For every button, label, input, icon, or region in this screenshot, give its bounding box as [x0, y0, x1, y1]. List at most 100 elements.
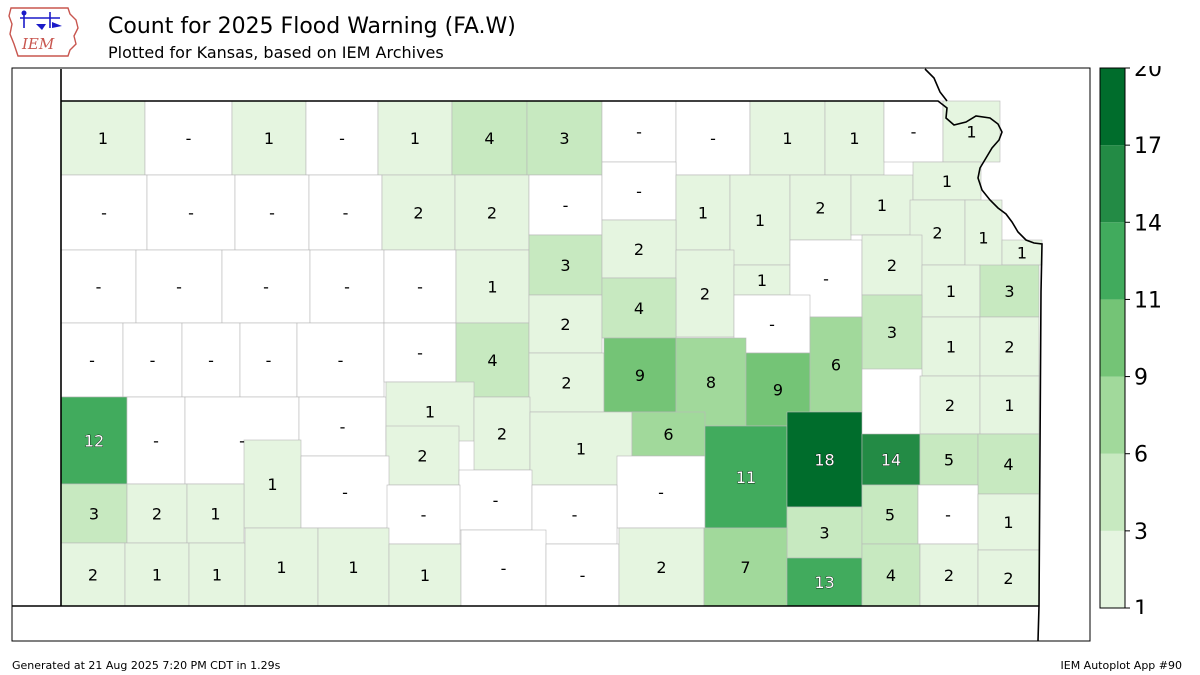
county-cell	[603, 337, 677, 413]
county-cell	[60, 322, 124, 398]
county-count-label: 2	[413, 204, 423, 223]
colorbar-bin	[1100, 376, 1125, 454]
colorbar-tick-label: 14	[1134, 211, 1162, 236]
colorbar-tick-label: 20	[1134, 66, 1162, 82]
colorbar-bin	[1100, 453, 1125, 531]
county-count-label: 9	[635, 366, 645, 385]
county-cell	[146, 174, 236, 251]
county-count-label: 1	[849, 129, 859, 148]
colorbar-bins	[1100, 68, 1125, 608]
logo-text: IEM	[21, 35, 55, 53]
county-count-label: -	[150, 351, 156, 370]
county-count-label: -	[769, 315, 775, 334]
county-count-label: 1	[698, 204, 708, 223]
colorbar-tick-label: 1	[1134, 597, 1148, 614]
county-cell	[60, 396, 128, 485]
county-count-label: -	[89, 351, 95, 370]
county-cell	[921, 316, 981, 377]
county-cell	[912, 161, 982, 201]
county-cell	[964, 199, 1003, 276]
county-count-label: -	[580, 566, 586, 585]
county-count-label: 1	[966, 123, 976, 142]
county-count-label: 1	[755, 211, 765, 230]
county-cell	[979, 264, 1040, 318]
missouri-river	[924, 68, 948, 102]
county-cell	[296, 322, 385, 398]
iem-logo: IEM	[8, 7, 79, 57]
county-count-label: 3	[1004, 282, 1014, 301]
county-cell	[733, 264, 791, 296]
county-cell	[979, 316, 1040, 377]
county-count-label: 1	[1004, 396, 1014, 415]
county-count-label: 5	[885, 506, 895, 525]
county-cell	[244, 527, 319, 607]
county-cell	[850, 174, 914, 236]
county-cell	[60, 483, 128, 544]
county-count-label: 1	[420, 566, 430, 585]
county-count-label: -	[266, 351, 272, 370]
county-cell	[239, 322, 298, 398]
county-count-label: -	[188, 204, 194, 223]
county-cell	[126, 483, 188, 544]
county-count-label: 12	[84, 432, 104, 451]
county-count-label: 1	[98, 129, 108, 148]
county-count-label: 1	[210, 505, 220, 524]
county-cell	[824, 100, 885, 176]
county-count-label: -	[101, 204, 107, 223]
county-count-label: 1	[152, 566, 162, 585]
county-cell	[703, 527, 788, 607]
county-count-label: 2	[944, 566, 954, 585]
county-cell	[455, 249, 530, 324]
county-count-label: -	[269, 204, 275, 223]
county-count-label: 1	[267, 475, 277, 494]
county-cell	[601, 277, 677, 339]
county-cell	[921, 264, 981, 318]
county-count-label: -	[153, 432, 159, 451]
county-cell	[243, 439, 302, 529]
county-count-label: 1	[942, 172, 952, 191]
county-count-label: 1	[1003, 513, 1013, 532]
county-count-label: 1	[212, 566, 222, 585]
county-count-label: 1	[978, 229, 988, 248]
county-count-label: -	[176, 278, 182, 297]
county-cell	[919, 543, 979, 607]
county-count-label: 14	[881, 451, 901, 470]
colorbar-frame	[1099, 67, 1126, 609]
county-cell	[122, 322, 183, 398]
colorbar-bin	[1100, 299, 1125, 377]
county-count-label: 1	[425, 403, 435, 422]
county-count-label: 1	[576, 440, 586, 459]
county-cell	[186, 483, 245, 544]
county-cell	[616, 455, 706, 529]
county-count-label: 6	[831, 356, 841, 375]
county-count-label: -	[96, 278, 102, 297]
county-count-label: 4	[886, 566, 896, 585]
county-count-label: 1	[1017, 244, 1027, 263]
county-count-label: 4	[1003, 455, 1013, 474]
county-cell	[181, 322, 241, 398]
page-subtitle: Plotted for Kansas, based on IEM Archive…	[108, 43, 444, 62]
county-cell	[221, 249, 311, 324]
county-count-label: -	[343, 204, 349, 223]
county-count-label: -	[493, 491, 499, 510]
county-cell	[861, 484, 919, 545]
county-cell	[317, 527, 390, 607]
counties-layer: 1-1-1 4 3- -1 1-1- - - -2 2 --1 12 112 11- - - - -13221-…	[60, 100, 1043, 607]
county-cell	[861, 543, 921, 607]
county-cell	[861, 433, 921, 486]
county-count-label: -	[208, 351, 214, 370]
county-cell	[786, 506, 863, 559]
colorbar-tick-label: 9	[1134, 366, 1148, 391]
county-cell	[749, 100, 826, 176]
county-count-label: 2	[945, 396, 955, 415]
county-count-label: 18	[814, 451, 834, 470]
county-count-label: 2	[1003, 569, 1013, 588]
county-count-label: 2	[887, 256, 897, 275]
county-count-label: -	[339, 129, 345, 148]
county-count-label: 1	[264, 129, 274, 148]
county-count-label: 4	[634, 299, 644, 318]
county-count-label: 3	[560, 256, 570, 275]
colorbar-bin	[1100, 530, 1125, 608]
county-count-label: 2	[700, 285, 710, 304]
